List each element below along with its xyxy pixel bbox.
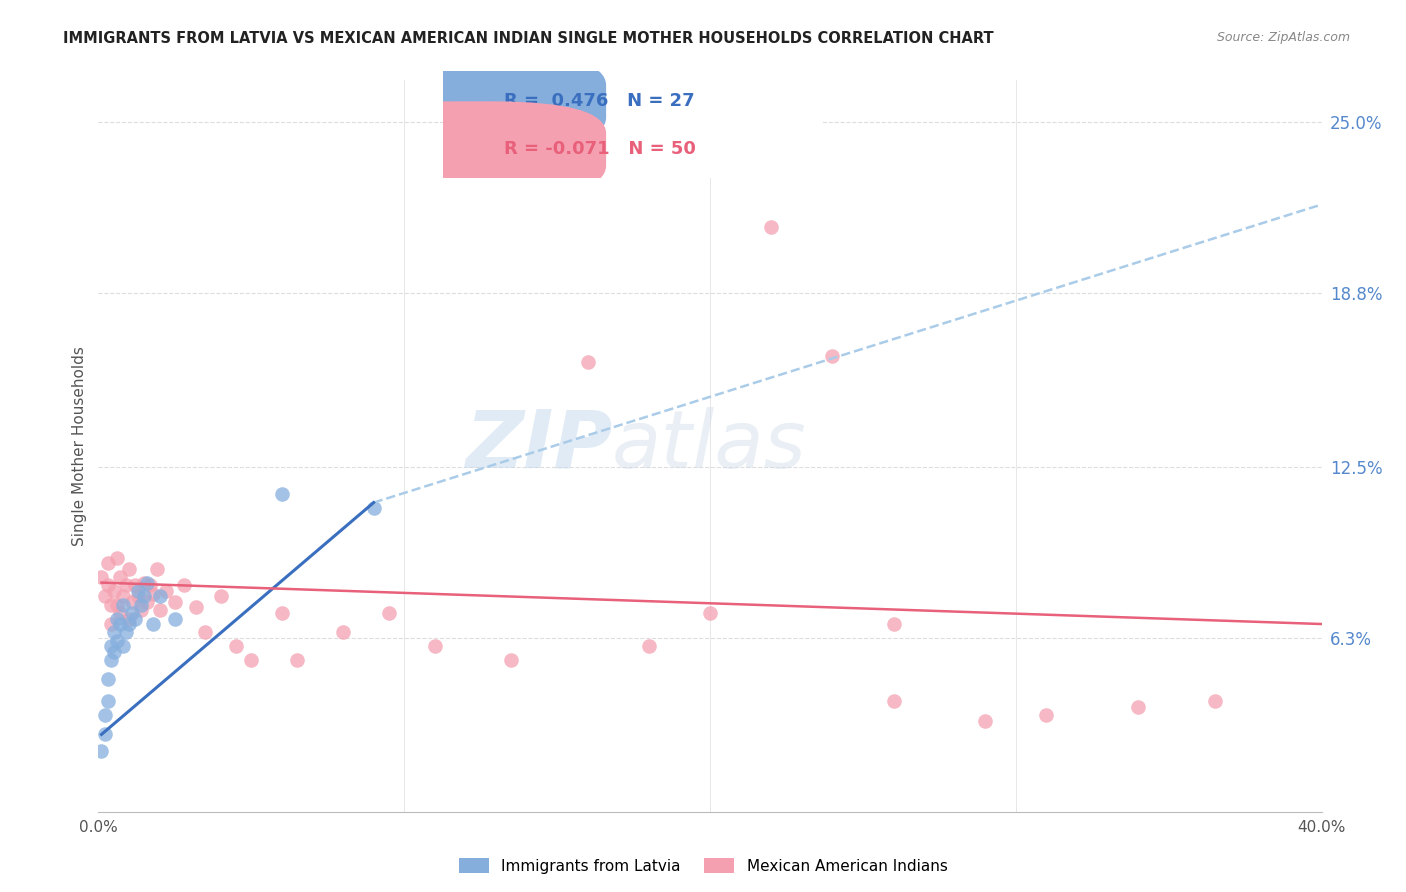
Point bbox=[103, 645, 125, 659]
Point bbox=[108, 606, 131, 620]
Point bbox=[883, 617, 905, 632]
Point bbox=[111, 590, 134, 604]
Point bbox=[270, 606, 292, 620]
Legend: Immigrants from Latvia, Mexican American Indians: Immigrants from Latvia, Mexican American… bbox=[453, 852, 953, 880]
Point bbox=[378, 606, 401, 620]
Point bbox=[108, 617, 131, 632]
Point bbox=[194, 625, 217, 640]
FancyBboxPatch shape bbox=[436, 70, 830, 180]
Point bbox=[576, 355, 599, 369]
Point bbox=[105, 550, 128, 565]
Point bbox=[363, 501, 385, 516]
Point bbox=[121, 595, 143, 609]
Text: R =  0.476   N = 27: R = 0.476 N = 27 bbox=[503, 93, 695, 111]
Point bbox=[501, 653, 523, 667]
Point bbox=[139, 578, 162, 592]
Point bbox=[105, 598, 128, 612]
Point bbox=[118, 562, 141, 576]
Point bbox=[129, 603, 152, 617]
Point bbox=[118, 611, 141, 625]
Point bbox=[155, 583, 177, 598]
Point bbox=[121, 606, 143, 620]
Point bbox=[134, 575, 156, 590]
Text: IMMIGRANTS FROM LATVIA VS MEXICAN AMERICAN INDIAN SINGLE MOTHER HOUSEHOLDS CORRE: IMMIGRANTS FROM LATVIA VS MEXICAN AMERIC… bbox=[63, 31, 994, 46]
Point bbox=[103, 583, 125, 598]
FancyBboxPatch shape bbox=[340, 54, 606, 150]
Point bbox=[142, 617, 165, 632]
Point bbox=[105, 633, 128, 648]
Text: atlas: atlas bbox=[612, 407, 807, 485]
Point bbox=[145, 562, 167, 576]
FancyBboxPatch shape bbox=[340, 102, 606, 198]
Point bbox=[108, 570, 131, 584]
Point bbox=[105, 611, 128, 625]
Point bbox=[173, 578, 195, 592]
Point bbox=[97, 578, 120, 592]
Point bbox=[637, 639, 661, 653]
Y-axis label: Single Mother Households: Single Mother Households bbox=[72, 346, 87, 546]
Point bbox=[118, 617, 141, 632]
Point bbox=[90, 744, 112, 758]
Point bbox=[163, 611, 186, 625]
Point bbox=[1035, 708, 1057, 723]
Point bbox=[100, 653, 122, 667]
Point bbox=[974, 714, 997, 728]
Point bbox=[129, 598, 152, 612]
Point bbox=[136, 595, 159, 609]
Point bbox=[332, 625, 354, 640]
Point bbox=[127, 583, 149, 598]
Point bbox=[100, 617, 122, 632]
Point bbox=[821, 349, 844, 363]
Point bbox=[699, 606, 721, 620]
Point bbox=[423, 639, 446, 653]
Point bbox=[111, 598, 134, 612]
Point bbox=[100, 598, 122, 612]
Point bbox=[97, 557, 120, 571]
Point bbox=[97, 672, 120, 686]
Point bbox=[186, 600, 208, 615]
Point bbox=[93, 590, 115, 604]
Text: Source: ZipAtlas.com: Source: ZipAtlas.com bbox=[1216, 31, 1350, 45]
Point bbox=[127, 590, 149, 604]
Point bbox=[93, 708, 115, 723]
Point bbox=[163, 595, 186, 609]
Point bbox=[103, 625, 125, 640]
Point bbox=[115, 625, 138, 640]
Point bbox=[240, 653, 263, 667]
Point bbox=[90, 570, 112, 584]
Text: R = -0.071   N = 50: R = -0.071 N = 50 bbox=[503, 141, 696, 159]
Point bbox=[225, 639, 247, 653]
Point bbox=[142, 587, 165, 601]
Point bbox=[100, 639, 122, 653]
Point bbox=[759, 219, 782, 234]
Point bbox=[134, 590, 156, 604]
Point bbox=[883, 694, 905, 708]
Point bbox=[115, 578, 138, 592]
Point bbox=[270, 487, 292, 501]
Point bbox=[285, 653, 308, 667]
Point bbox=[97, 694, 120, 708]
Point bbox=[1128, 699, 1150, 714]
Point bbox=[149, 603, 172, 617]
Point bbox=[149, 590, 172, 604]
Point bbox=[111, 639, 134, 653]
Text: ZIP: ZIP bbox=[465, 407, 612, 485]
Point bbox=[124, 578, 146, 592]
Point bbox=[136, 575, 159, 590]
Point bbox=[1204, 694, 1226, 708]
Point bbox=[124, 611, 146, 625]
Point bbox=[209, 590, 232, 604]
Point bbox=[93, 727, 115, 741]
